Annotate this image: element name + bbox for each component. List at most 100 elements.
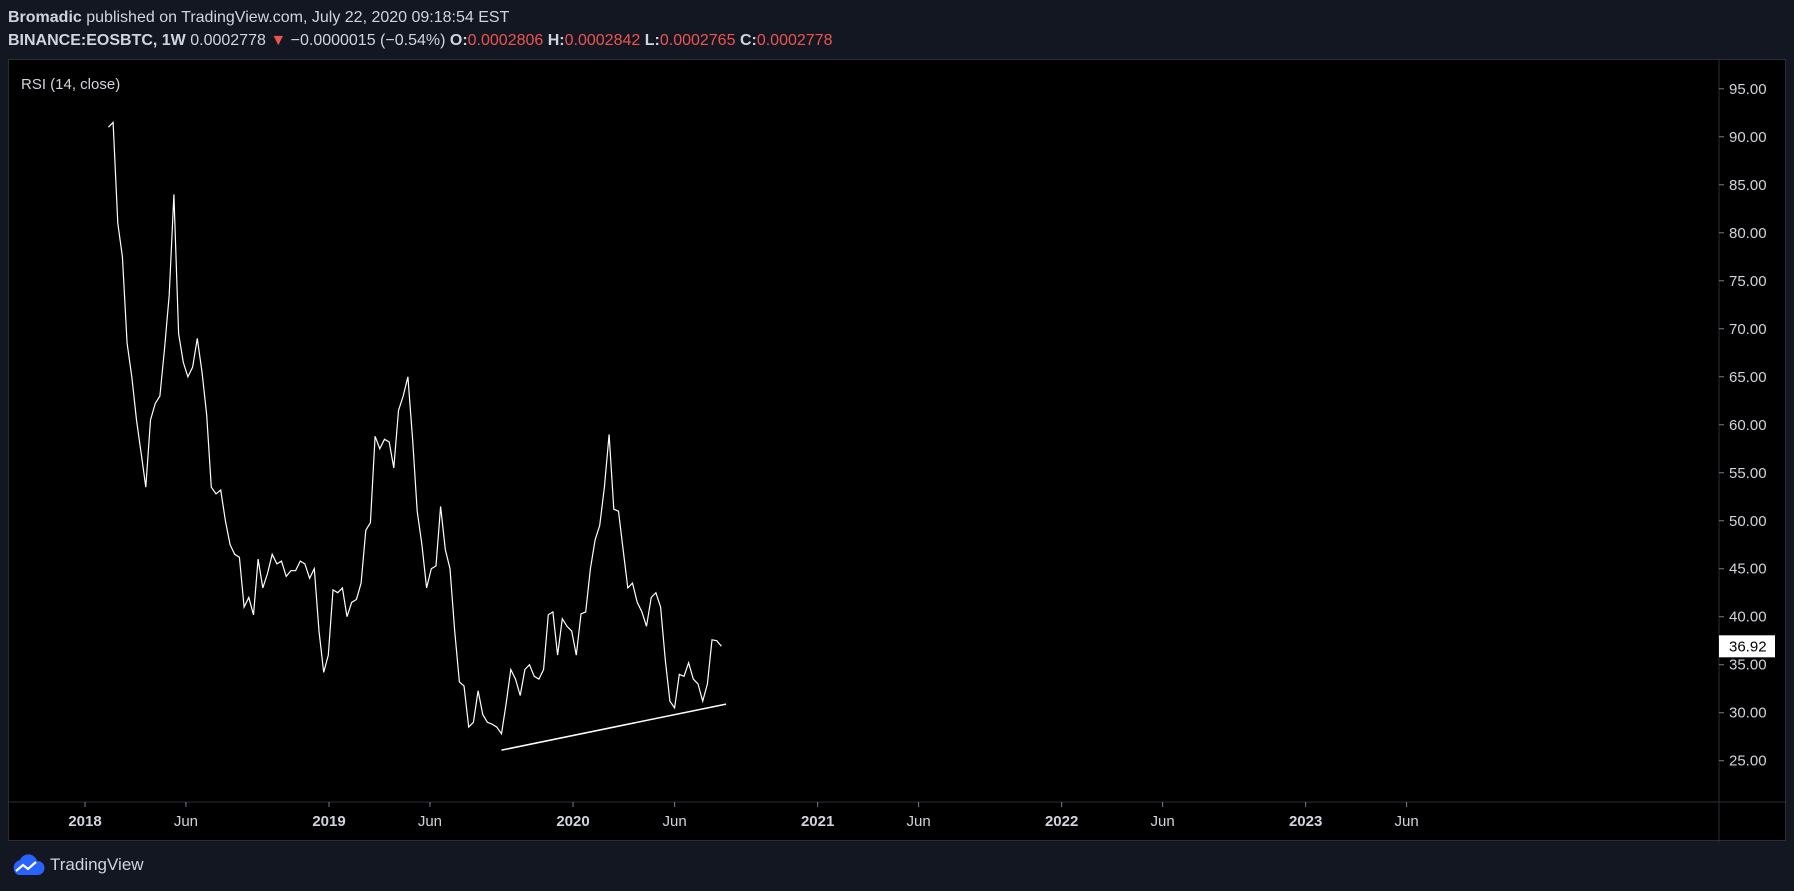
rsi-point bbox=[529, 664, 530, 665]
rsi-point bbox=[234, 554, 235, 555]
rsi-point bbox=[688, 662, 689, 663]
rsi-point bbox=[520, 695, 521, 696]
tradingview-brand[interactable]: TradingView bbox=[50, 855, 144, 874]
chart-area[interactable]: RSI (14, close) 25.00 30.00 35.00 40.00 45.0… bbox=[8, 59, 1787, 842]
rsi-point bbox=[173, 194, 174, 195]
down-arrow-icon: ▼ bbox=[270, 32, 287, 49]
rsi-point bbox=[178, 333, 179, 334]
rsi-point bbox=[127, 343, 128, 344]
rsi-point bbox=[506, 703, 507, 704]
rsi-point bbox=[407, 376, 408, 377]
rsi-series-line bbox=[107, 120, 722, 736]
rsi-point bbox=[492, 724, 493, 725]
rsi-point bbox=[604, 487, 605, 488]
rsi-point bbox=[487, 722, 488, 723]
author-name[interactable]: Bromadic bbox=[8, 9, 82, 26]
rsi-point bbox=[449, 568, 450, 569]
rsi-point bbox=[590, 568, 591, 569]
rsi-point bbox=[646, 626, 647, 627]
rsi-point bbox=[384, 439, 385, 440]
y-tick-label: 55.00 bbox=[1729, 465, 1767, 482]
rsi-point bbox=[623, 549, 624, 550]
y-tick-label: 35.00 bbox=[1729, 657, 1767, 674]
rsi-point bbox=[651, 597, 652, 598]
indicator-title: RSI (14, close) bbox=[21, 76, 120, 93]
open-value: 0.0002806 bbox=[467, 32, 544, 49]
rsi-point bbox=[454, 631, 455, 632]
ohlc-line: BINANCE:EOSBTC, 1W 0.0002778 ▼ −0.000001… bbox=[8, 29, 832, 52]
x-tick-label: 2018 bbox=[68, 813, 101, 830]
rsi-point bbox=[482, 714, 483, 715]
rsi-point bbox=[543, 669, 544, 670]
rsi-point bbox=[463, 685, 464, 686]
rsi-point bbox=[524, 669, 525, 670]
rsi-point bbox=[417, 511, 418, 512]
close-value: 0.0002778 bbox=[756, 32, 833, 49]
rsi-point bbox=[613, 509, 614, 510]
x-tick-label: 2023 bbox=[1289, 813, 1322, 830]
rsi-point bbox=[702, 701, 703, 702]
y-tick-label: 85.00 bbox=[1729, 177, 1767, 194]
y-tick-label: 25.00 bbox=[1729, 753, 1767, 770]
x-tick-label: Jun bbox=[418, 813, 442, 830]
rsi-point bbox=[108, 127, 109, 128]
symbol-label[interactable]: BINANCE:EOSBTC, 1W bbox=[8, 32, 186, 49]
low-label: L: bbox=[644, 32, 660, 49]
rsi-point bbox=[393, 467, 394, 468]
x-tick-label: Jun bbox=[663, 813, 687, 830]
rsi-point bbox=[534, 676, 535, 677]
rsi-point bbox=[197, 338, 198, 339]
rsi-point bbox=[365, 530, 366, 531]
rsi-point bbox=[117, 223, 118, 224]
rsi-point bbox=[136, 419, 137, 420]
rsi-point bbox=[304, 563, 305, 564]
rsi-point bbox=[403, 395, 404, 396]
x-tick-label: Jun bbox=[174, 813, 198, 830]
x-tick-label: Jun bbox=[907, 813, 931, 830]
rsi-point bbox=[716, 640, 717, 641]
rsi-point bbox=[585, 611, 586, 612]
high-label: H: bbox=[547, 32, 565, 49]
rsi-point bbox=[253, 614, 254, 615]
rsi-point bbox=[580, 613, 581, 614]
rsi-chart-svg[interactable]: RSI (14, close) 25.00 30.00 35.00 40.00 45.0… bbox=[9, 60, 1787, 842]
rsi-point bbox=[557, 655, 558, 656]
rsi-point bbox=[459, 681, 460, 682]
rsi-point bbox=[155, 403, 156, 404]
rsi-point bbox=[239, 557, 240, 558]
y-tick-label: 75.00 bbox=[1729, 273, 1767, 290]
tradingview-cloud-icon[interactable] bbox=[10, 854, 46, 876]
rsi-point bbox=[356, 599, 357, 600]
rsi-point bbox=[571, 631, 572, 632]
rsi-point bbox=[122, 256, 123, 257]
rsi-point bbox=[632, 583, 633, 584]
rsi-point bbox=[169, 295, 170, 296]
rsi-point bbox=[398, 410, 399, 411]
support-trendline[interactable] bbox=[501, 703, 727, 751]
rsi-point bbox=[665, 659, 666, 660]
rsi-point bbox=[370, 522, 371, 523]
rsi-point bbox=[674, 707, 675, 708]
x-tick-label: 2021 bbox=[801, 813, 834, 830]
y-tick-label: 60.00 bbox=[1729, 417, 1767, 434]
y-tick-label: 45.00 bbox=[1729, 561, 1767, 578]
rsi-point bbox=[641, 611, 642, 612]
rsi-point bbox=[412, 439, 413, 440]
y-tick-label: 50.00 bbox=[1729, 513, 1767, 530]
rsi-point bbox=[576, 655, 577, 656]
rsi-point bbox=[707, 683, 708, 684]
rsi-point bbox=[187, 376, 188, 377]
rsi-point bbox=[295, 570, 296, 571]
open-label: O: bbox=[449, 32, 468, 49]
x-tick-label: Jun bbox=[1151, 813, 1175, 830]
rsi-point bbox=[711, 639, 712, 640]
rsi-point bbox=[679, 674, 680, 675]
price-change: −0.0000015 (−0.54%) bbox=[290, 32, 446, 49]
rsi-point bbox=[693, 679, 694, 680]
rsi-point bbox=[445, 549, 446, 550]
rsi-point bbox=[697, 683, 698, 684]
rsi-point bbox=[309, 578, 310, 579]
low-value: 0.0002765 bbox=[659, 32, 736, 49]
y-tick-label: 80.00 bbox=[1729, 225, 1767, 242]
rsi-point bbox=[262, 587, 263, 588]
